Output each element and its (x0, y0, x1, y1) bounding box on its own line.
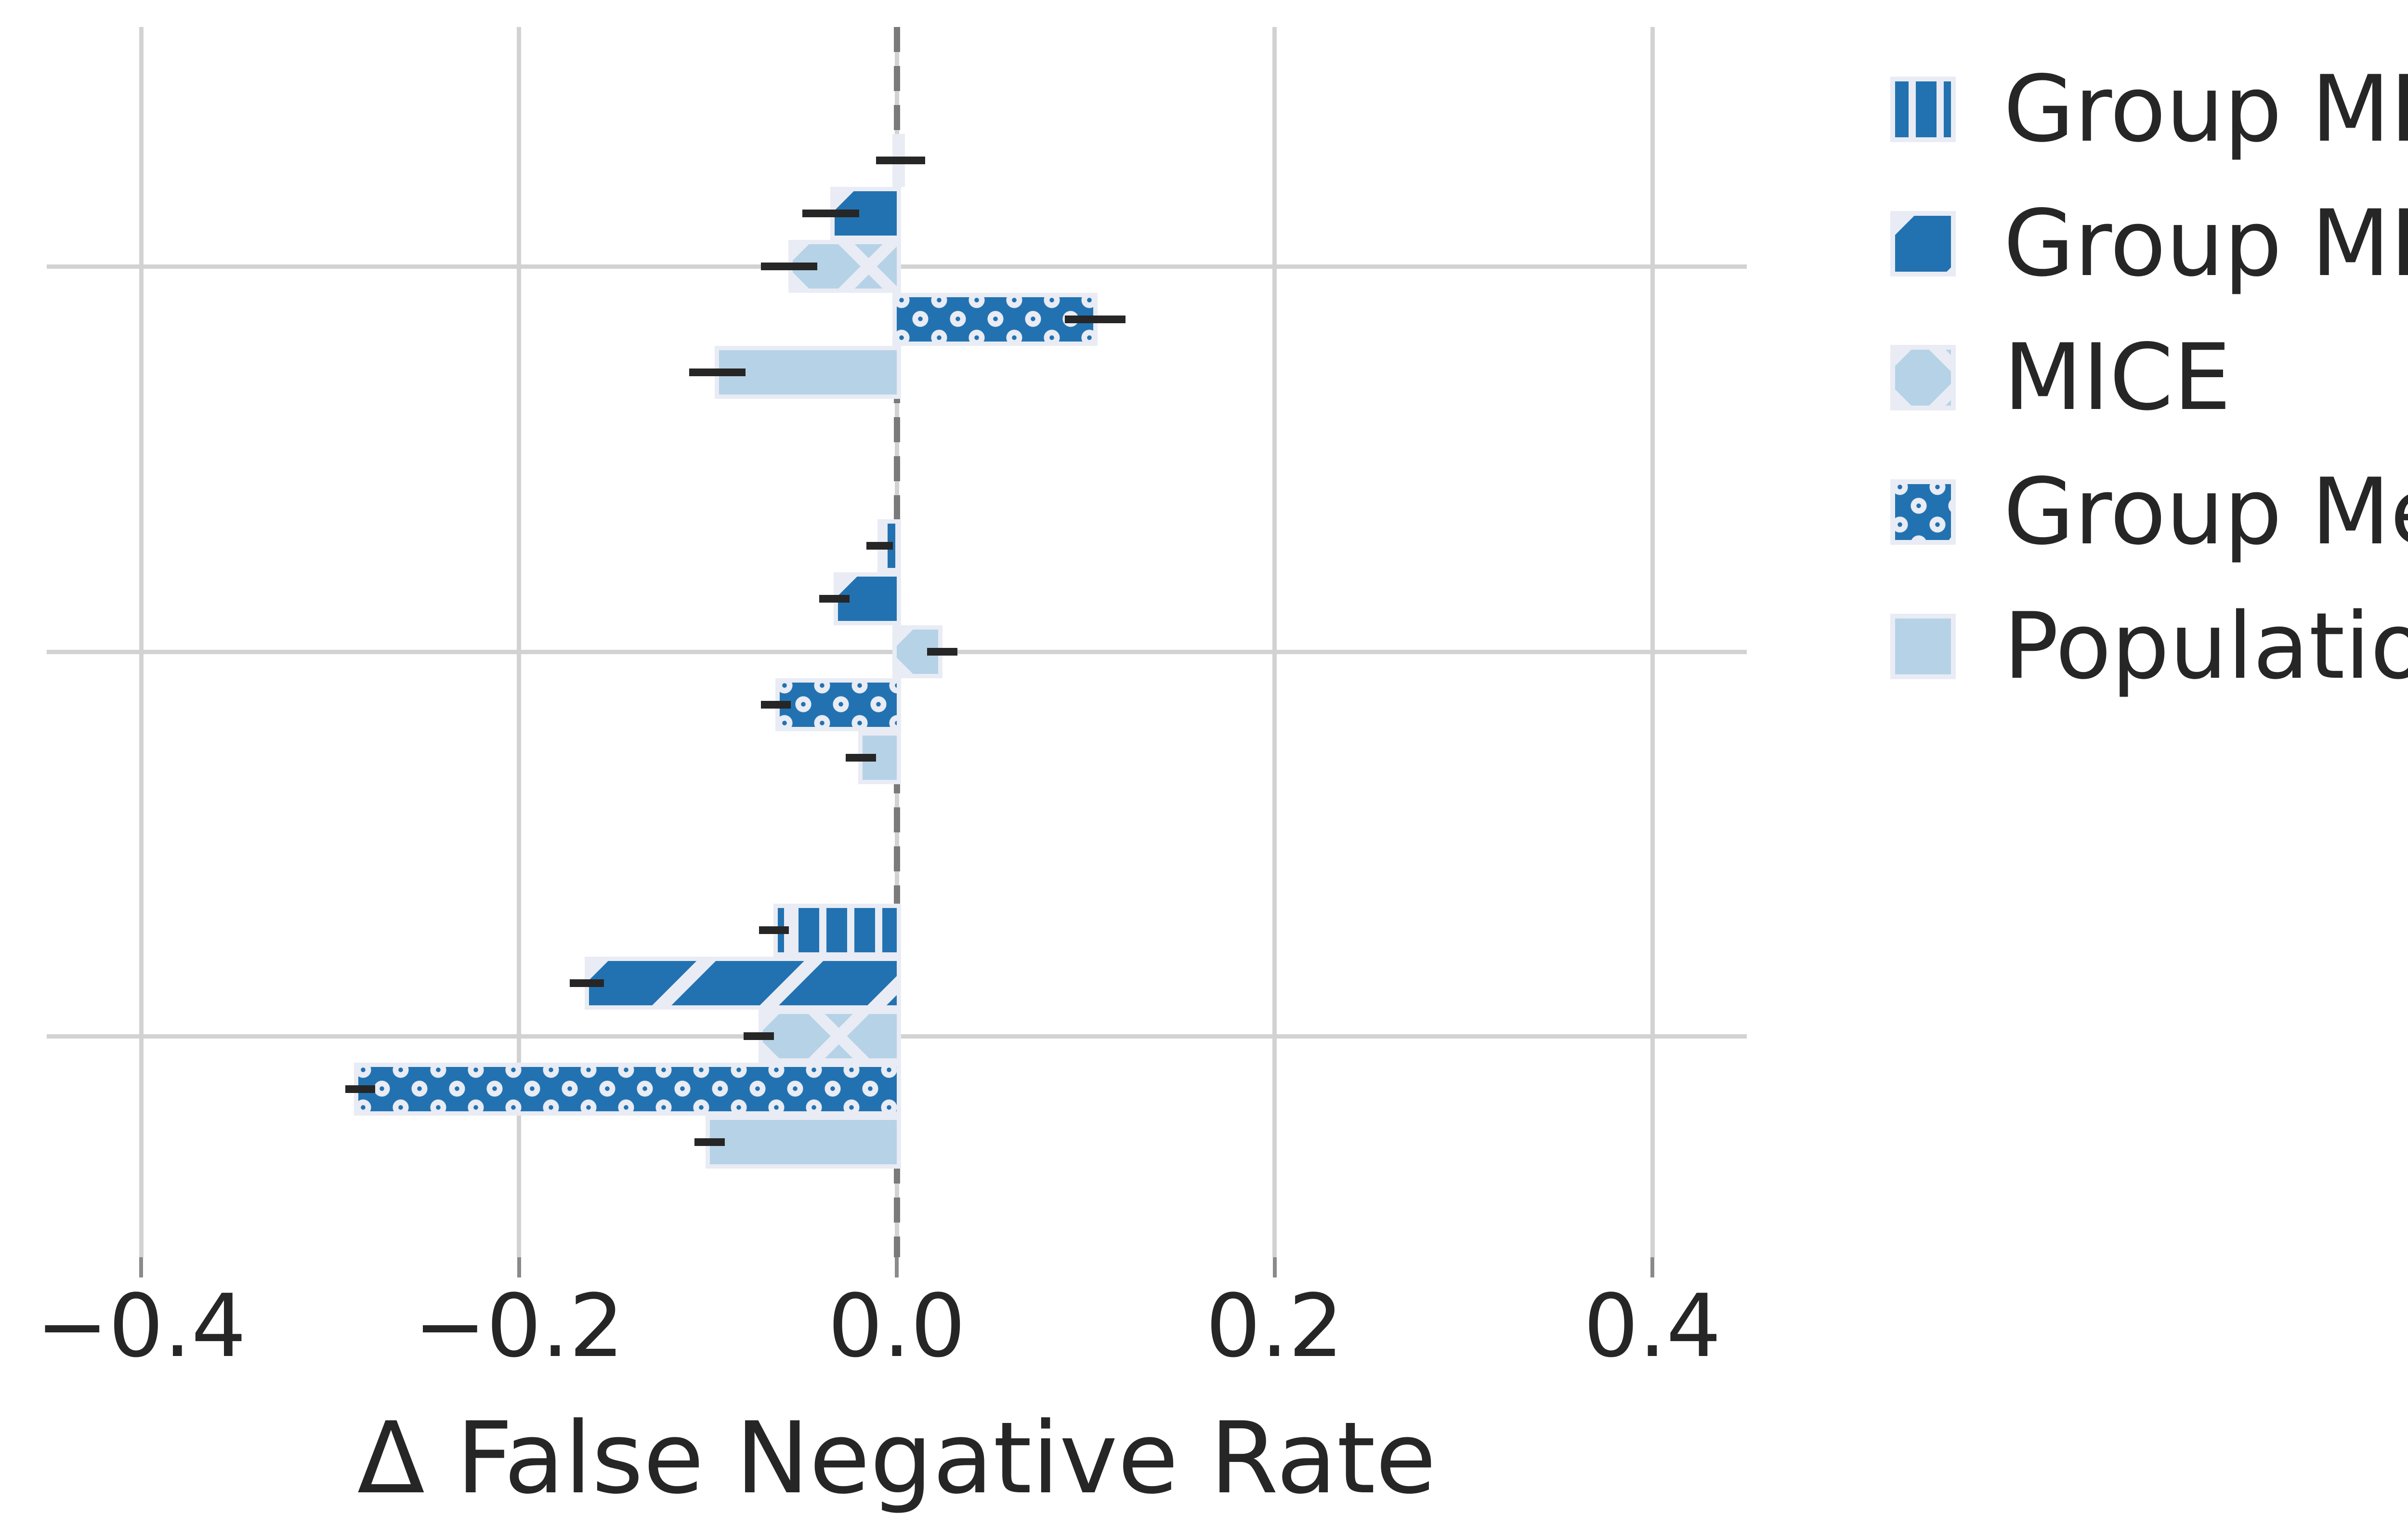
error-bar (760, 263, 818, 270)
error-bar (866, 542, 893, 550)
bar-solid (715, 346, 901, 399)
x-axis-tick (139, 1257, 143, 1277)
legend-item-population-mean: Population Mean (1890, 596, 2408, 697)
bar-dots (892, 293, 1098, 346)
legend-item-group-mean: Group Mean (1890, 461, 2408, 563)
legend-label: Group MICE Missing (2003, 56, 2408, 162)
legend-swatch-dots-icon (1890, 479, 1956, 545)
error-bar (846, 754, 876, 762)
gridline-vertical (139, 27, 144, 1257)
gridline-vertical (1650, 27, 1655, 1257)
error-bar (819, 595, 850, 603)
error-bar (927, 648, 957, 656)
x-tick-label: −0.4 (36, 1276, 247, 1377)
error-bar (744, 1032, 774, 1040)
bar-dots (354, 1063, 901, 1116)
x-axis-tick (895, 1257, 899, 1277)
bar-dots (775, 678, 901, 731)
legend-label: MICE (2003, 324, 2231, 431)
legend-item-group-mice-missing: Group MICE Missing (1890, 59, 2408, 160)
error-bar (570, 979, 604, 987)
error-bar (760, 701, 791, 709)
legend-swatch-cross-hatch-icon (1890, 345, 1956, 410)
x-tick-label: 0.0 (827, 1276, 966, 1377)
error-bar (694, 1138, 725, 1146)
gridline-vertical (517, 27, 521, 1257)
legend-item-group-mice: Group MICE (1890, 193, 2408, 294)
legend-swatch-solid-icon (1890, 614, 1956, 679)
error-bar (876, 157, 925, 164)
legend-item-mice: MICE (1890, 327, 2231, 428)
legend-swatch-vertical-stripes-icon (1890, 77, 1956, 142)
gridline-vertical (1272, 27, 1277, 1257)
error-bar (759, 926, 789, 934)
x-axis-label: Δ False Negative Rate (357, 1401, 1437, 1516)
x-axis-tick (1272, 1257, 1277, 1277)
legend-label: Population Mean (2003, 593, 2408, 699)
x-tick-label: −0.2 (413, 1276, 625, 1377)
bar-diagonal-stripes (830, 187, 901, 240)
x-axis-tick (517, 1257, 521, 1277)
error-bar (802, 210, 859, 217)
bar-cross-hatch (758, 1010, 901, 1063)
legend-label: Group MICE (2003, 190, 2408, 297)
error-bar (345, 1085, 376, 1093)
x-tick-label: 0.4 (1583, 1276, 1722, 1377)
error-bar (689, 369, 746, 376)
legend-swatch-diagonal-stripes-icon (1890, 211, 1956, 276)
legend-label: Group Mean (2003, 459, 2408, 565)
x-axis-tick (1650, 1257, 1654, 1277)
bar-vertical-stripes (773, 904, 901, 957)
x-tick-label: 0.2 (1205, 1276, 1344, 1377)
bar-diagonal-stripes (584, 957, 901, 1010)
bar-solid (705, 1116, 901, 1169)
error-bar (1065, 316, 1125, 323)
